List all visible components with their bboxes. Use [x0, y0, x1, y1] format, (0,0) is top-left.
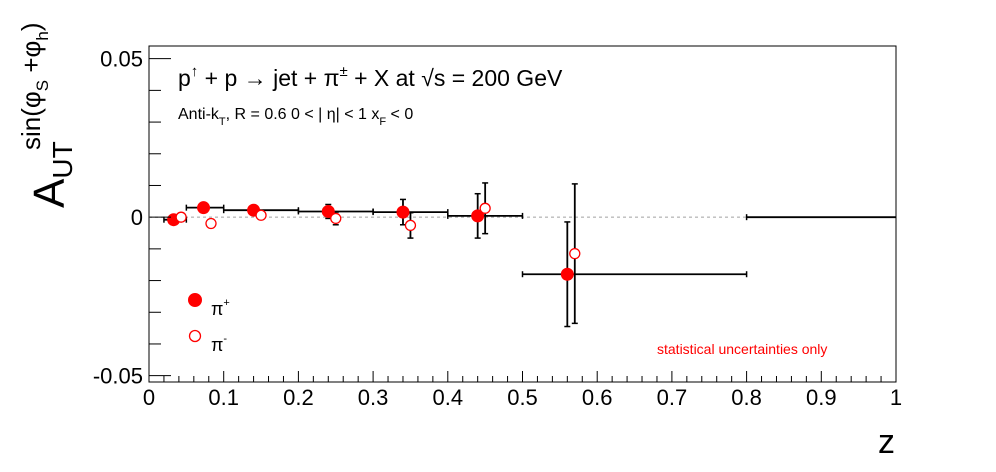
x-tick-label: 0.8: [731, 385, 762, 410]
y-tick-label: -0.05: [93, 364, 143, 389]
svg-text:sin(φS +φh): sin(φS +φh): [16, 22, 52, 150]
data-point-pi-plus: [396, 205, 410, 219]
data-point-pi-minus: [255, 209, 267, 221]
x-tick-label: 1: [890, 385, 902, 410]
x-tick-label: 0.4: [433, 385, 464, 410]
legend-marker-pi-plus: [188, 293, 202, 307]
y-tick-label: 0: [131, 205, 143, 230]
x-axis-title: z: [878, 423, 895, 461]
x-tick-label: 0.3: [358, 385, 389, 410]
data-point-pi-plus: [321, 204, 335, 218]
svg-text:AUT: AUT: [25, 141, 78, 208]
uncertainty-note: statistical uncertainties only: [657, 341, 827, 357]
data-point-pi-minus: [404, 219, 417, 232]
x-tick-label: 0.6: [582, 385, 613, 410]
y-tick-label: 0.05: [100, 47, 143, 72]
y-axis-title: AUT sin(φS +φh): [16, 22, 78, 208]
data-point-pi-minus: [569, 247, 581, 260]
data-point-pi-plus: [197, 201, 211, 215]
chart-subtitle: Anti-kT, R = 0.6 0 < | η| < 1 xF < 0: [178, 106, 413, 128]
legend-marker-pi-minus: [188, 329, 202, 343]
axis-ticks: [148, 58, 897, 382]
data-point-pi-minus: [205, 217, 217, 230]
error-bars: [163, 182, 896, 328]
x-tick-label: 0.2: [283, 385, 314, 410]
data-point-pi-plus: [471, 209, 485, 223]
x-tick-label: 0.5: [507, 385, 538, 410]
legend: π+ π-: [188, 293, 230, 355]
x-tick-label: 0.9: [806, 385, 837, 410]
data-point-pi-minus: [330, 212, 342, 225]
data-markers: [167, 201, 581, 281]
x-tick-label: 0.7: [657, 385, 688, 410]
chart-title: p↑ + p → jet + π± + X at √s = 200 GeV: [178, 63, 563, 91]
x-tick-label: 0.1: [208, 385, 239, 410]
data-point-pi-plus: [560, 267, 574, 281]
data-point-pi-minus: [175, 211, 187, 223]
legend-label-pi-plus: π+: [211, 297, 230, 319]
x-tick-label: 0: [143, 385, 155, 410]
legend-label-pi-minus: π-: [211, 333, 227, 355]
data-point-pi-minus: [479, 202, 491, 214]
